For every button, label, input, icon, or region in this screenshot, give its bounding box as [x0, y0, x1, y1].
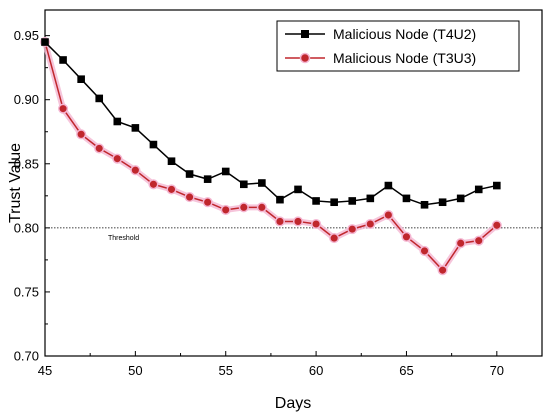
legend-marker-t3u3 [299, 52, 311, 64]
x-tick-label: 60 [309, 363, 323, 378]
legend: Malicious Node (T4U2) Malicious Node (T3… [276, 20, 520, 72]
y-axis-title: Trust Value [7, 143, 24, 223]
x-tick-label: 70 [490, 363, 504, 378]
data-point-t4u2 [493, 181, 501, 190]
data-point-t3u3 [94, 143, 105, 154]
y-tick-label: 0.70 [14, 349, 39, 364]
data-point-t3u3 [491, 220, 502, 231]
data-point-t3u3 [311, 218, 322, 230]
data-point-t3u3 [292, 216, 304, 227]
threshold-layer: Threshold [45, 227, 542, 242]
x-axis: 45 50 55 60 65 70 [38, 351, 504, 378]
data-point-t3u3 [401, 231, 412, 242]
data-point-t3u3 [166, 184, 177, 195]
y-tick-label: 0.75 [14, 284, 39, 299]
x-tick-label: 65 [399, 363, 413, 378]
data-point-t3u3 [256, 202, 267, 213]
x-axis-title: Days [275, 395, 311, 412]
data-point-t4u2 [185, 170, 194, 178]
legend-label-t3u3: Malicious Node (T3U3) [333, 50, 476, 66]
data-point-t4u2 [312, 197, 320, 205]
data-point-t4u2 [203, 175, 212, 183]
data-point-t4u2 [240, 180, 248, 189]
series-layer [39, 36, 502, 276]
data-point-t3u3 [220, 204, 231, 215]
data-point-t3u3 [130, 165, 141, 176]
data-point-t3u3 [437, 265, 448, 276]
data-point-t3u3 [184, 192, 195, 203]
data-point-t4u2 [77, 75, 85, 83]
x-tick-label: 50 [128, 363, 142, 378]
plot-area-frame [44, 9, 543, 357]
data-point-t4u2 [438, 198, 447, 207]
data-point-t4u2 [402, 194, 411, 203]
data-point-t3u3 [238, 202, 249, 213]
y-tick-label: 0.95 [14, 28, 39, 43]
legend-label-t4u2: Malicious Node (T4U2) [333, 26, 476, 42]
y-tick-label: 0.90 [14, 92, 39, 107]
data-point-t3u3 [365, 218, 376, 230]
data-point-t4u2 [456, 194, 465, 203]
data-point-t4u2 [366, 194, 375, 203]
data-point-t4u2 [59, 56, 67, 64]
y-tick-label: 0.85 [14, 156, 39, 171]
threshold-label: Threshold [108, 235, 139, 242]
x-tick-label: 55 [218, 363, 232, 378]
data-point-t4u2 [41, 38, 49, 46]
data-point-t4u2 [258, 179, 266, 187]
data-point-t3u3 [112, 153, 123, 164]
data-point-t3u3 [58, 103, 69, 114]
data-point-t3u3 [473, 235, 484, 246]
data-point-t3u3 [76, 129, 87, 140]
data-point-t4u2 [384, 181, 393, 190]
data-point-t4u2 [420, 200, 429, 209]
data-point-t4u2 [330, 198, 338, 207]
data-point-t3u3 [383, 209, 394, 221]
data-point-t3u3 [329, 233, 340, 244]
legend-marker-t4u2 [301, 30, 309, 38]
data-point-t4u2 [294, 185, 302, 194]
data-point-t4u2 [95, 94, 104, 103]
data-point-t3u3 [148, 179, 159, 190]
data-point-t4u2 [113, 117, 122, 126]
data-point-t4u2 [474, 185, 483, 194]
data-point-t3u3 [455, 238, 466, 249]
data-point-t4u2 [276, 195, 284, 204]
data-point-t3u3 [202, 197, 213, 208]
data-point-t4u2 [149, 140, 158, 149]
y-tick-label: 0.80 [14, 220, 39, 235]
y-axis: 0.70 0.75 0.80 0.85 0.90 0.95 [14, 28, 50, 364]
data-point-t3u3 [274, 216, 285, 227]
x-tick-label: 45 [38, 363, 52, 378]
data-point-t4u2 [167, 157, 176, 166]
legend-box [276, 20, 520, 72]
data-point-t4u2 [348, 197, 357, 205]
data-point-t4u2 [131, 124, 140, 132]
data-point-t3u3 [419, 245, 430, 256]
data-point-t4u2 [221, 167, 230, 176]
data-point-t3u3 [347, 224, 358, 235]
